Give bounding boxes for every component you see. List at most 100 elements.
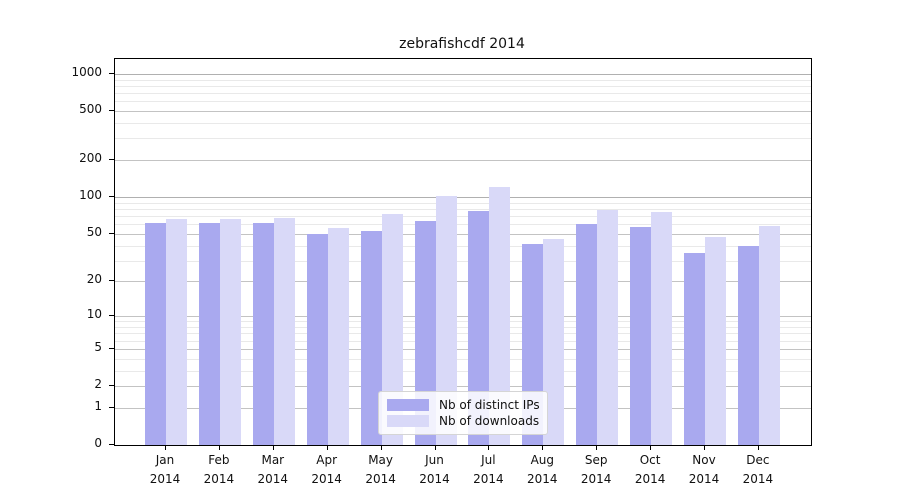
y-tick-label-100: 100 <box>79 188 102 203</box>
y-tick-50 <box>109 232 114 234</box>
x-tick-label-mar: Mar 2014 <box>257 453 289 486</box>
bar-downloads-aug <box>543 239 565 445</box>
x-tick-apr <box>326 445 328 450</box>
x-tick-label-oct: Oct 2014 <box>634 453 666 486</box>
legend: Nb of distinct IPs Nb of downloads <box>378 391 548 435</box>
y-tick-label-50: 50 <box>86 224 102 239</box>
y-tick-label-2: 2 <box>94 377 102 391</box>
x-tick-label-feb: Feb 2014 <box>203 453 235 486</box>
x-tick-label-jun: Jun 2014 <box>419 453 450 486</box>
x-tick-jun <box>434 445 436 450</box>
y-tick-label-1000: 1000 <box>71 64 102 79</box>
bar-distinct-ips-apr <box>306 233 328 445</box>
y-tick-500 <box>109 110 114 111</box>
bar-downloads-sep <box>597 209 619 445</box>
minor-gridline-600 <box>115 101 811 103</box>
minor-gridline-6 <box>115 340 811 342</box>
minor-gridline-400 <box>115 123 811 124</box>
minor-gridline-300 <box>115 138 811 140</box>
plot-area <box>114 58 812 446</box>
x-tick-nov <box>704 445 705 450</box>
minor-gridline-90 <box>115 202 811 204</box>
minor-gridline-60 <box>115 224 811 226</box>
gridline-100 <box>115 197 811 199</box>
x-tick-jan <box>165 445 166 450</box>
gridline-10 <box>115 316 811 318</box>
legend-swatch-downloads <box>387 415 429 427</box>
gridline-1000 <box>115 73 811 75</box>
bar-distinct-ips-jun <box>414 220 436 445</box>
y-tick-10 <box>109 315 114 317</box>
minor-gridline-800 <box>115 85 811 87</box>
x-tick-feb <box>218 445 220 450</box>
gridline-50 <box>115 233 811 235</box>
bar-distinct-ips-jan <box>145 223 166 445</box>
gridline-200 <box>115 160 811 162</box>
x-tick-label-jul: Jul 2014 <box>473 453 504 486</box>
x-tick-label-nov: Nov 2014 <box>688 453 720 486</box>
chart-title: zebrafishcdf 2014 <box>399 36 525 52</box>
x-tick-label-sep: Sep 2014 <box>580 453 612 486</box>
y-tick-label-500: 500 <box>79 102 102 116</box>
bar-downloads-apr <box>327 227 349 445</box>
bar-distinct-ips-mar <box>252 223 274 445</box>
x-tick-label-dec: Dec 2014 <box>742 453 774 486</box>
y-tick-5 <box>109 347 114 349</box>
y-tick-label-1: 1 <box>94 398 102 413</box>
y-tick-20 <box>109 280 114 282</box>
y-tick-1 <box>109 406 114 408</box>
y-tick-100 <box>109 196 114 198</box>
minor-gridline-4 <box>115 358 811 360</box>
x-tick-aug <box>542 445 544 450</box>
y-tick-label-10: 10 <box>86 307 102 322</box>
x-tick-label-may: May 2014 <box>365 453 396 486</box>
gridline-20 <box>115 281 811 283</box>
y-tick-label-5: 5 <box>94 339 102 354</box>
y-tick-1000 <box>109 72 114 74</box>
x-tick-sep <box>596 445 598 450</box>
legend-item-distinct-ips: Nb of distinct IPs <box>387 397 540 413</box>
x-tick-label-jan: Jan 2014 <box>149 453 181 486</box>
y-tick-0 <box>109 444 114 445</box>
bar-downloads-jan <box>166 219 187 445</box>
minor-gridline-900 <box>115 79 811 81</box>
x-tick-dec <box>757 445 759 450</box>
bar-distinct-ips-oct <box>630 226 652 445</box>
minor-gridline-9 <box>115 321 811 323</box>
bar-distinct-ips-may <box>360 230 382 445</box>
bar-downloads-nov <box>705 237 726 445</box>
x-tick-may <box>380 445 382 450</box>
x-tick-oct <box>650 445 652 450</box>
x-tick-jul <box>488 445 490 450</box>
minor-gridline-40 <box>115 245 811 247</box>
y-tick-200 <box>109 159 114 161</box>
bar-downloads-oct <box>651 211 673 445</box>
bar-downloads-mar <box>273 218 295 445</box>
gridline-500 <box>115 111 811 112</box>
bar-distinct-ips-nov <box>684 252 705 445</box>
x-tick-label-apr: Apr 2014 <box>311 453 342 486</box>
gridline-5 <box>115 348 811 350</box>
y-tick-2 <box>109 385 114 386</box>
bar-distinct-ips-feb <box>198 223 220 445</box>
y-tick-label-200: 200 <box>79 151 102 166</box>
bar-distinct-ips-jul <box>468 211 490 445</box>
legend-label-downloads: Nb of downloads <box>439 414 540 428</box>
legend-item-downloads: Nb of downloads <box>387 413 539 429</box>
bar-downloads-may <box>381 213 403 445</box>
bar-downloads-jun <box>435 195 457 445</box>
y-tick-label-0: 0 <box>94 436 102 450</box>
minor-gridline-8 <box>115 327 811 328</box>
minor-gridline-7 <box>115 333 811 335</box>
bar-downloads-jul <box>489 187 511 445</box>
gridline-2 <box>115 386 811 387</box>
bar-downloads-feb <box>219 219 241 445</box>
bar-distinct-ips-sep <box>576 224 598 445</box>
minor-gridline-80 <box>115 208 811 210</box>
minor-gridline-3 <box>115 370 811 372</box>
x-tick-mar <box>272 445 274 450</box>
minor-gridline-70 <box>115 216 811 217</box>
bar-downloads-dec <box>758 226 780 445</box>
minor-gridline-700 <box>115 93 811 94</box>
